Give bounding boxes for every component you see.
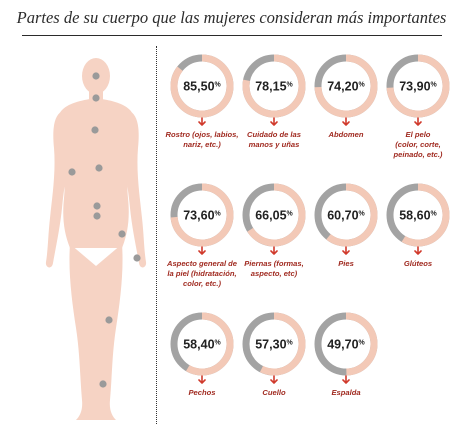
donut-item: 74,20% Abdomen — [314, 54, 378, 139]
donut-category-label: manos y uñas — [249, 140, 300, 149]
donut-item: 49,70% Espalda — [314, 312, 378, 397]
donut-value-arc — [170, 54, 234, 118]
donut-category-label: la piel (hidratación, — [167, 269, 236, 278]
donut-category-label: Pechos — [188, 388, 215, 397]
donut-category-label: Cuello — [262, 388, 286, 397]
donut-value-label: 57,30% — [255, 338, 293, 352]
donut-value-label: 60,70% — [327, 209, 365, 223]
donut-value-arc — [242, 312, 306, 376]
donut-item: 85,50% Rostro (ojos, labios,nariz, etc.) — [166, 54, 239, 149]
arrow-down-icon — [414, 117, 422, 126]
arrow-down-icon — [270, 246, 278, 255]
donut-category-label: Rostro (ojos, labios, — [166, 130, 239, 139]
donut-value-arc — [170, 312, 234, 376]
donut-item: 60,70% Pies — [314, 183, 378, 268]
body-silhouette-icon — [45, 58, 147, 420]
arrow-down-icon — [270, 375, 278, 384]
donut-value-arc — [314, 312, 378, 376]
arrow-down-icon — [198, 117, 206, 126]
donut-value-arc — [242, 54, 306, 118]
donut-value-label: 58,40% — [183, 338, 221, 352]
donut-category-label: Pies — [338, 259, 354, 268]
donut-category-label: (color, corte, — [395, 140, 441, 149]
donut-item: 58,60% Glúteos — [386, 183, 450, 268]
donut-value-label: 85,50% — [183, 80, 221, 94]
donut-value-arc — [386, 54, 450, 118]
donut-category-label: aspecto, etc) — [251, 269, 298, 278]
donut-value-label: 74,20% — [327, 80, 365, 94]
donut-category-label: Glúteos — [404, 259, 432, 268]
arrow-down-icon — [342, 246, 350, 255]
donut-category-label: Aspecto general de — [166, 259, 238, 268]
donut-category-label: Cuidado de las — [247, 130, 301, 139]
arrow-down-icon — [198, 246, 206, 255]
arrow-down-icon — [414, 246, 422, 255]
donut-value-label: 73,90% — [399, 80, 437, 94]
arrow-down-icon — [270, 117, 278, 126]
title-rule — [22, 35, 442, 36]
donut-category-label: Abdomen — [327, 130, 363, 139]
donut-value-label: 78,15% — [255, 80, 293, 94]
donut-value-label: 49,70% — [327, 338, 365, 352]
donut-item: 58,40% Pechos — [170, 312, 234, 397]
donut-category-label: El pelo — [406, 130, 431, 139]
donut-value-arc — [314, 54, 378, 118]
chart-title: Partes de su cuerpo que las mujeres cons… — [16, 8, 447, 27]
donut-value-arc — [170, 183, 234, 247]
donut-value-arc — [386, 183, 450, 247]
donut-item: 66,05% Piernas (formas,aspecto, etc) — [242, 183, 306, 278]
donut-category-label: Piernas (formas, — [244, 259, 304, 268]
donut-item: 73,90% El pelo(color, corte,peinado, etc.… — [386, 54, 450, 159]
donut-value-label: 58,60% — [399, 209, 437, 223]
donut-value-label: 73,60% — [183, 209, 221, 223]
arrow-down-icon — [342, 117, 350, 126]
donut-category-label: color, etc.) — [183, 279, 221, 288]
donut-value-label: 66,05% — [255, 209, 293, 223]
donut-category-label: peinado, etc.) — [393, 150, 443, 159]
donut-value-arc — [242, 183, 306, 247]
arrow-down-icon — [198, 375, 206, 384]
body-figure — [40, 58, 152, 420]
donut-value-arc — [314, 183, 378, 247]
donut-category-label: nariz, etc.) — [183, 140, 221, 149]
dotted-divider — [156, 46, 157, 424]
arrow-down-icon — [342, 375, 350, 384]
donut-category-label: Espalda — [331, 388, 360, 397]
donut-item: 57,30% Cuello — [242, 312, 306, 397]
